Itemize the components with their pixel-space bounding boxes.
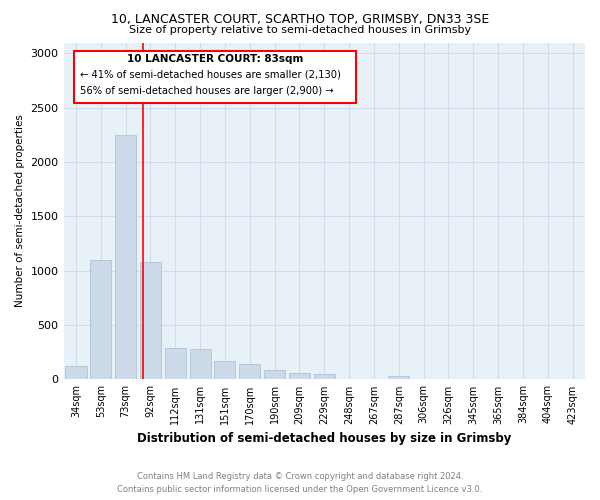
Bar [165, 348, 186, 380]
Bar [140, 262, 161, 380]
Bar [314, 374, 335, 380]
Bar [90, 260, 112, 380]
Text: 10, LANCASTER COURT, SCARTHO TOP, GRIMSBY, DN33 3SE: 10, LANCASTER COURT, SCARTHO TOP, GRIMSB… [111, 12, 489, 26]
Bar [239, 364, 260, 380]
Text: 56% of semi-detached houses are larger (2,900) →: 56% of semi-detached houses are larger (… [80, 86, 334, 97]
Bar [264, 370, 285, 380]
Bar [388, 376, 409, 380]
FancyBboxPatch shape [74, 51, 356, 103]
Text: 10 LANCASTER COURT: 83sqm: 10 LANCASTER COURT: 83sqm [127, 54, 303, 64]
Bar [214, 362, 235, 380]
Text: Size of property relative to semi-detached houses in Grimsby: Size of property relative to semi-detach… [129, 25, 471, 35]
X-axis label: Distribution of semi-detached houses by size in Grimsby: Distribution of semi-detached houses by … [137, 432, 511, 445]
Bar [65, 366, 86, 380]
Bar [289, 373, 310, 380]
Text: ← 41% of semi-detached houses are smaller (2,130): ← 41% of semi-detached houses are smalle… [80, 70, 341, 80]
Text: Contains HM Land Registry data © Crown copyright and database right 2024.
Contai: Contains HM Land Registry data © Crown c… [118, 472, 482, 494]
Bar [115, 135, 136, 380]
Bar [190, 349, 211, 380]
Y-axis label: Number of semi-detached properties: Number of semi-detached properties [15, 114, 25, 308]
